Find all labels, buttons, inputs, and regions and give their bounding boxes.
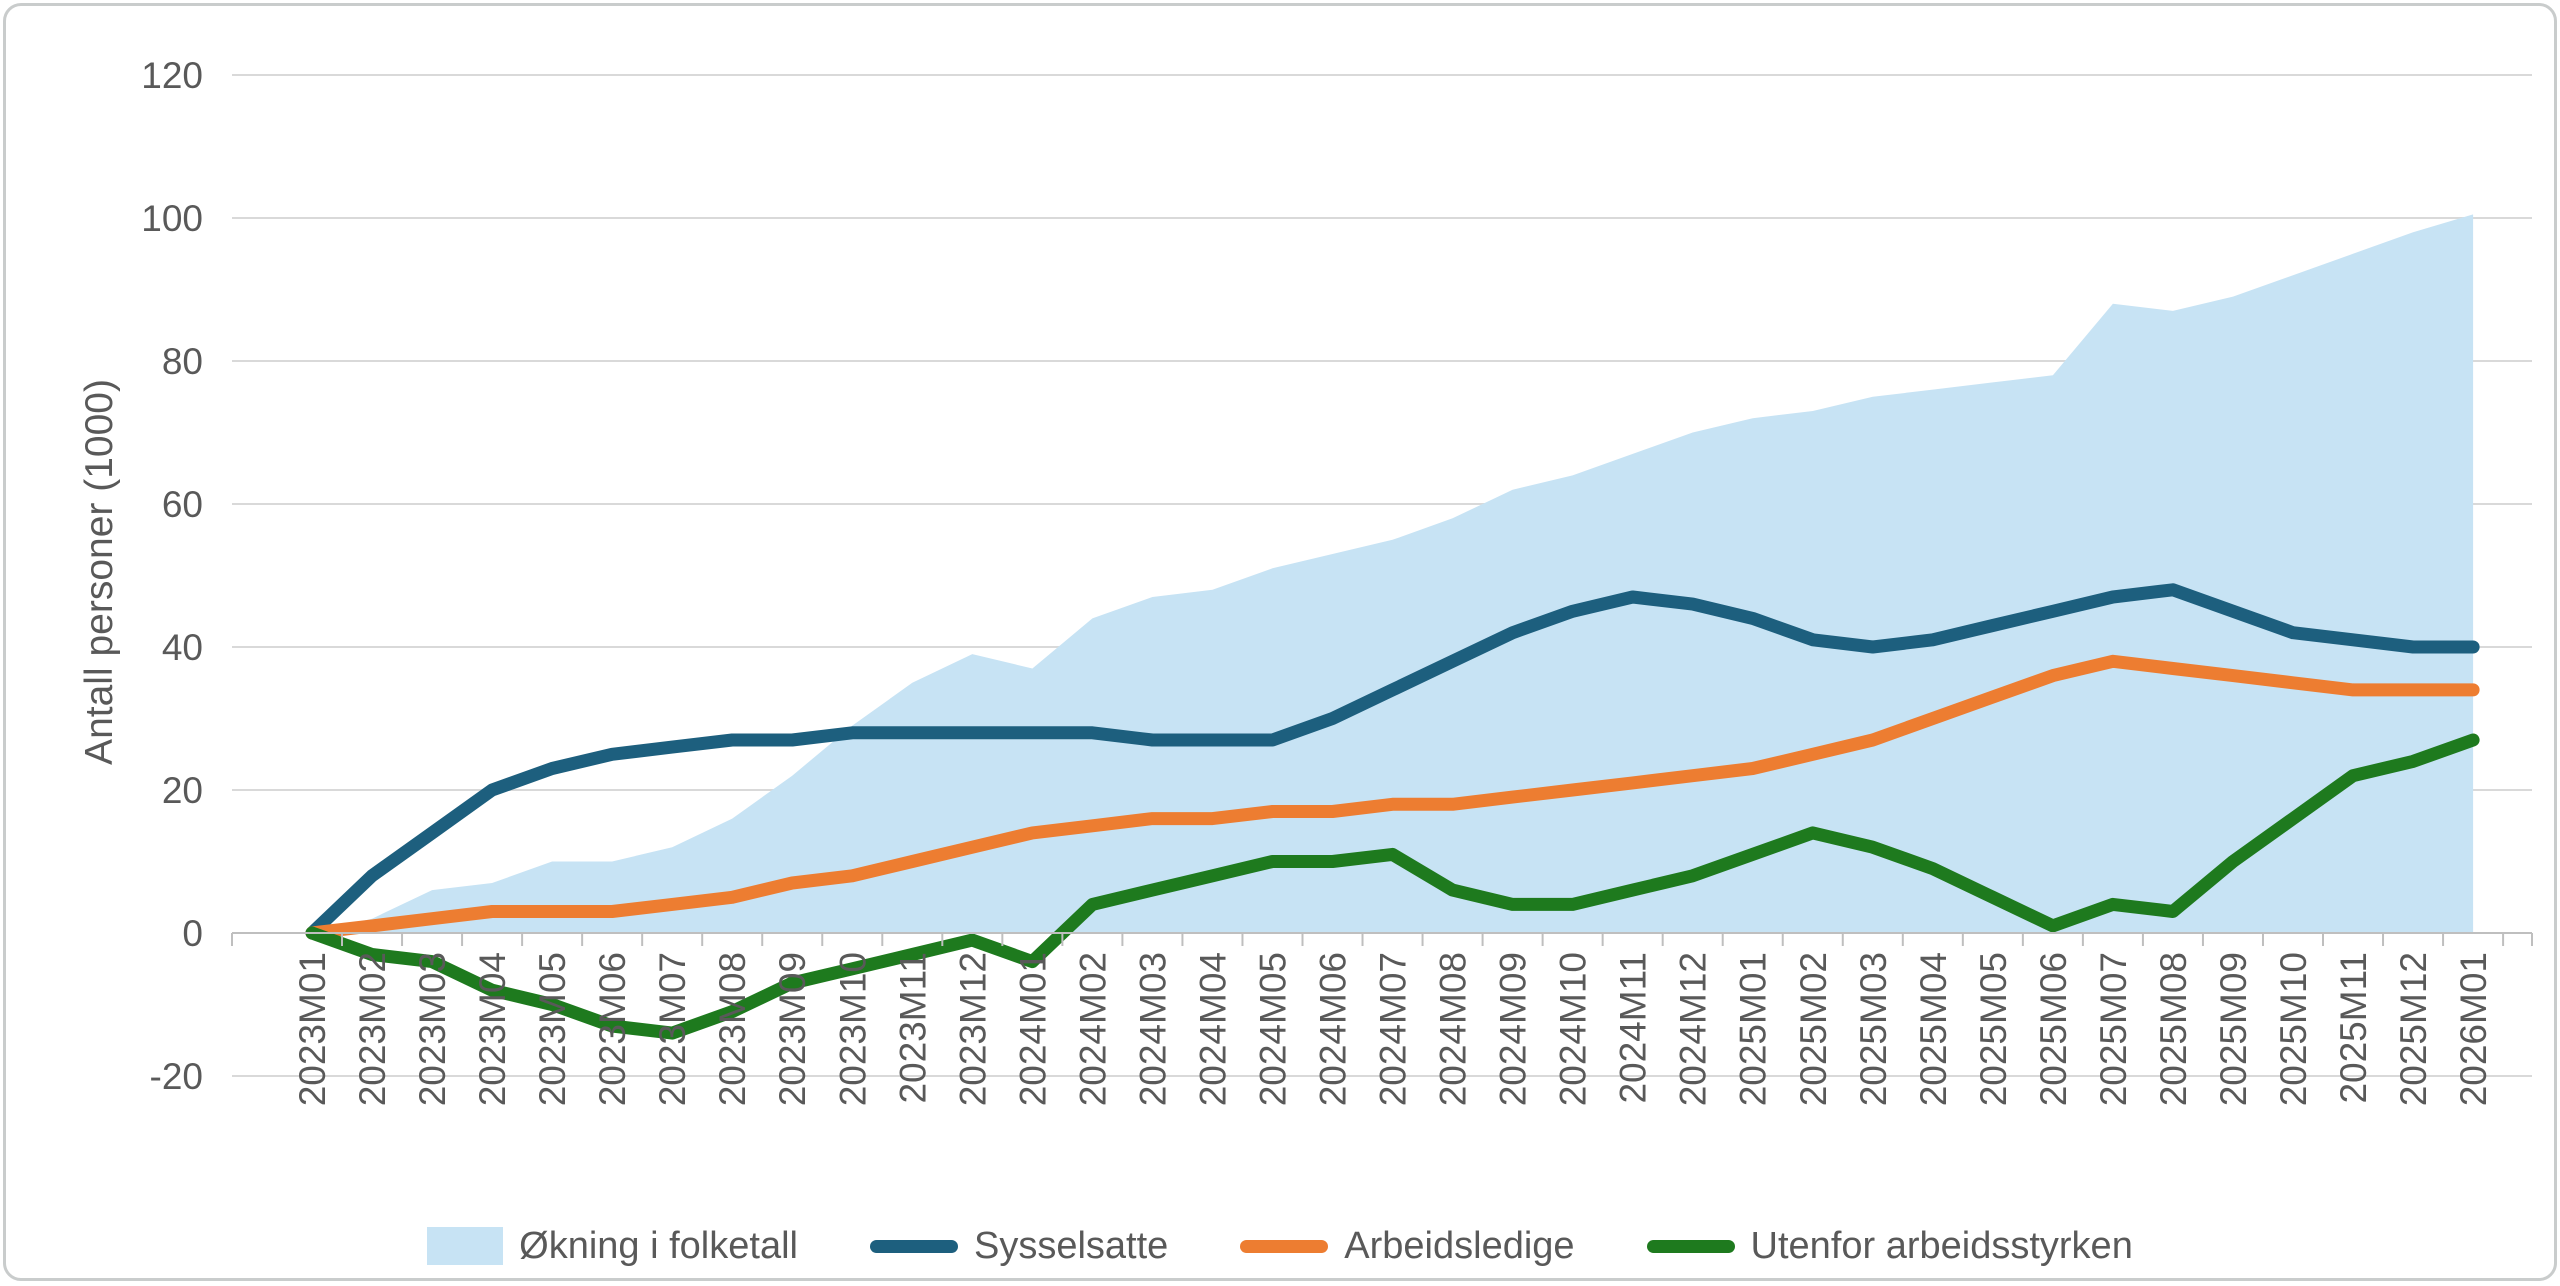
line-series-arbeidsledige (305, 654, 2480, 940)
x-tick-label: 2023M10 (832, 952, 873, 1106)
legend-item-sysselsatte: Sysselsatte (869, 1224, 1169, 1268)
legend-item-utenfor-arbeidsstyrken: Utenfor arbeidsstyrken (1646, 1224, 2133, 1268)
x-tick-label: 2023M11 (892, 952, 933, 1104)
x-tick-label: 2023M08 (712, 952, 753, 1106)
axis-labels: Antall personer (1000) -20 0 20 40 60 80 100 12… (78, 55, 2494, 1106)
x-tick-label: 2025M02 (1793, 952, 1834, 1106)
x-tick-label: 2024M01 (1012, 952, 1053, 1106)
y-tick-label: -20 (150, 1056, 203, 1097)
x-tick-label: 2024M12 (1673, 952, 1714, 1106)
x-tick-label: 2025M01 (1733, 952, 1774, 1106)
x-tick-label: 2023M06 (592, 952, 633, 1106)
x-tick-label: 2025M04 (1913, 952, 1954, 1106)
line-series-sysselsatte (305, 583, 2480, 940)
x-tick-label: 2024M02 (1072, 952, 1113, 1106)
x-tick-label: 2023M02 (352, 952, 393, 1106)
legend-item-okning-i-folketall: Økning i folketall (427, 1225, 798, 1268)
x-tick-label: 2025M05 (1973, 952, 2014, 1106)
legend-label: Arbeidsledige (1344, 1224, 1575, 1267)
x-tick-label: 2024M10 (1553, 952, 1594, 1106)
x-tick-label: 2025M07 (2093, 952, 2134, 1106)
plot-series (305, 214, 2480, 1040)
y-tick-label: 60 (162, 484, 203, 525)
x-tick-label: 2024M11 (1613, 952, 1654, 1104)
x-tick-label: 2025M12 (2393, 952, 2434, 1106)
y-tick-label: 100 (141, 198, 203, 239)
legend-swatch-utenfor-arbeidsstyrken (1646, 1239, 1735, 1253)
x-tick-label: 2025M08 (2153, 952, 2194, 1106)
x-tick-label: 2023M07 (652, 952, 693, 1106)
x-tick-label: 2024M06 (1313, 952, 1354, 1106)
x-tick-label: 2025M11 (2333, 952, 2374, 1104)
x-tick-label: 2024M07 (1373, 952, 1414, 1106)
legend-label: Sysselsatte (973, 1224, 1169, 1267)
legend-item-arbeidsledige: Arbeidsledige (1240, 1224, 1575, 1268)
y-tick-label: 20 (162, 770, 203, 811)
legend-label: Økning i folketall (519, 1224, 798, 1267)
area-series-okning-i-folketall (312, 214, 2474, 933)
axes (231, 932, 2533, 946)
x-tick-label: 2023M04 (472, 952, 513, 1106)
x-tick-label: 2023M05 (532, 952, 573, 1106)
y-axis-title: Antall personer (1000) (78, 379, 121, 765)
x-tick-label: 2024M08 (1433, 952, 1474, 1106)
x-tick-label: 2026M01 (2453, 952, 2494, 1106)
y-tick-label: 0 (182, 913, 203, 954)
x-tick-label: 2025M06 (2033, 952, 2074, 1106)
x-tick-label: 2024M04 (1193, 952, 1234, 1106)
x-tick-label: 2024M03 (1132, 952, 1173, 1106)
y-tick-label: 40 (162, 627, 203, 668)
line-series-utenfor-arbeidsstyrken (305, 733, 2480, 1040)
x-tick-label: 2025M09 (2213, 952, 2254, 1106)
x-tick-label: 2024M05 (1253, 952, 1294, 1106)
y-tick-label: 80 (162, 341, 203, 382)
legend-swatch-arbeidsledige (1240, 1239, 1329, 1253)
x-tick-label: 2023M09 (772, 952, 813, 1106)
x-tick-label: 2023M03 (412, 952, 453, 1106)
x-tick-label: 2025M03 (1853, 952, 1894, 1106)
legend-swatch-okning-i-folketall (427, 1227, 504, 1265)
x-tick-label: 2023M12 (952, 952, 993, 1106)
x-tick-label: 2025M10 (2273, 952, 2314, 1106)
y-tick-label: 120 (141, 55, 203, 96)
x-tick-label: 2024M09 (1493, 952, 1534, 1106)
x-tick-label: 2023M01 (292, 952, 333, 1106)
legend-label: Utenfor arbeidsstyrken (1750, 1224, 2133, 1267)
chart-legend: Økning i folketall Sysselsatte Arbeidsledi… (0, 1206, 2560, 1286)
legend-swatch-sysselsatte (869, 1239, 958, 1253)
